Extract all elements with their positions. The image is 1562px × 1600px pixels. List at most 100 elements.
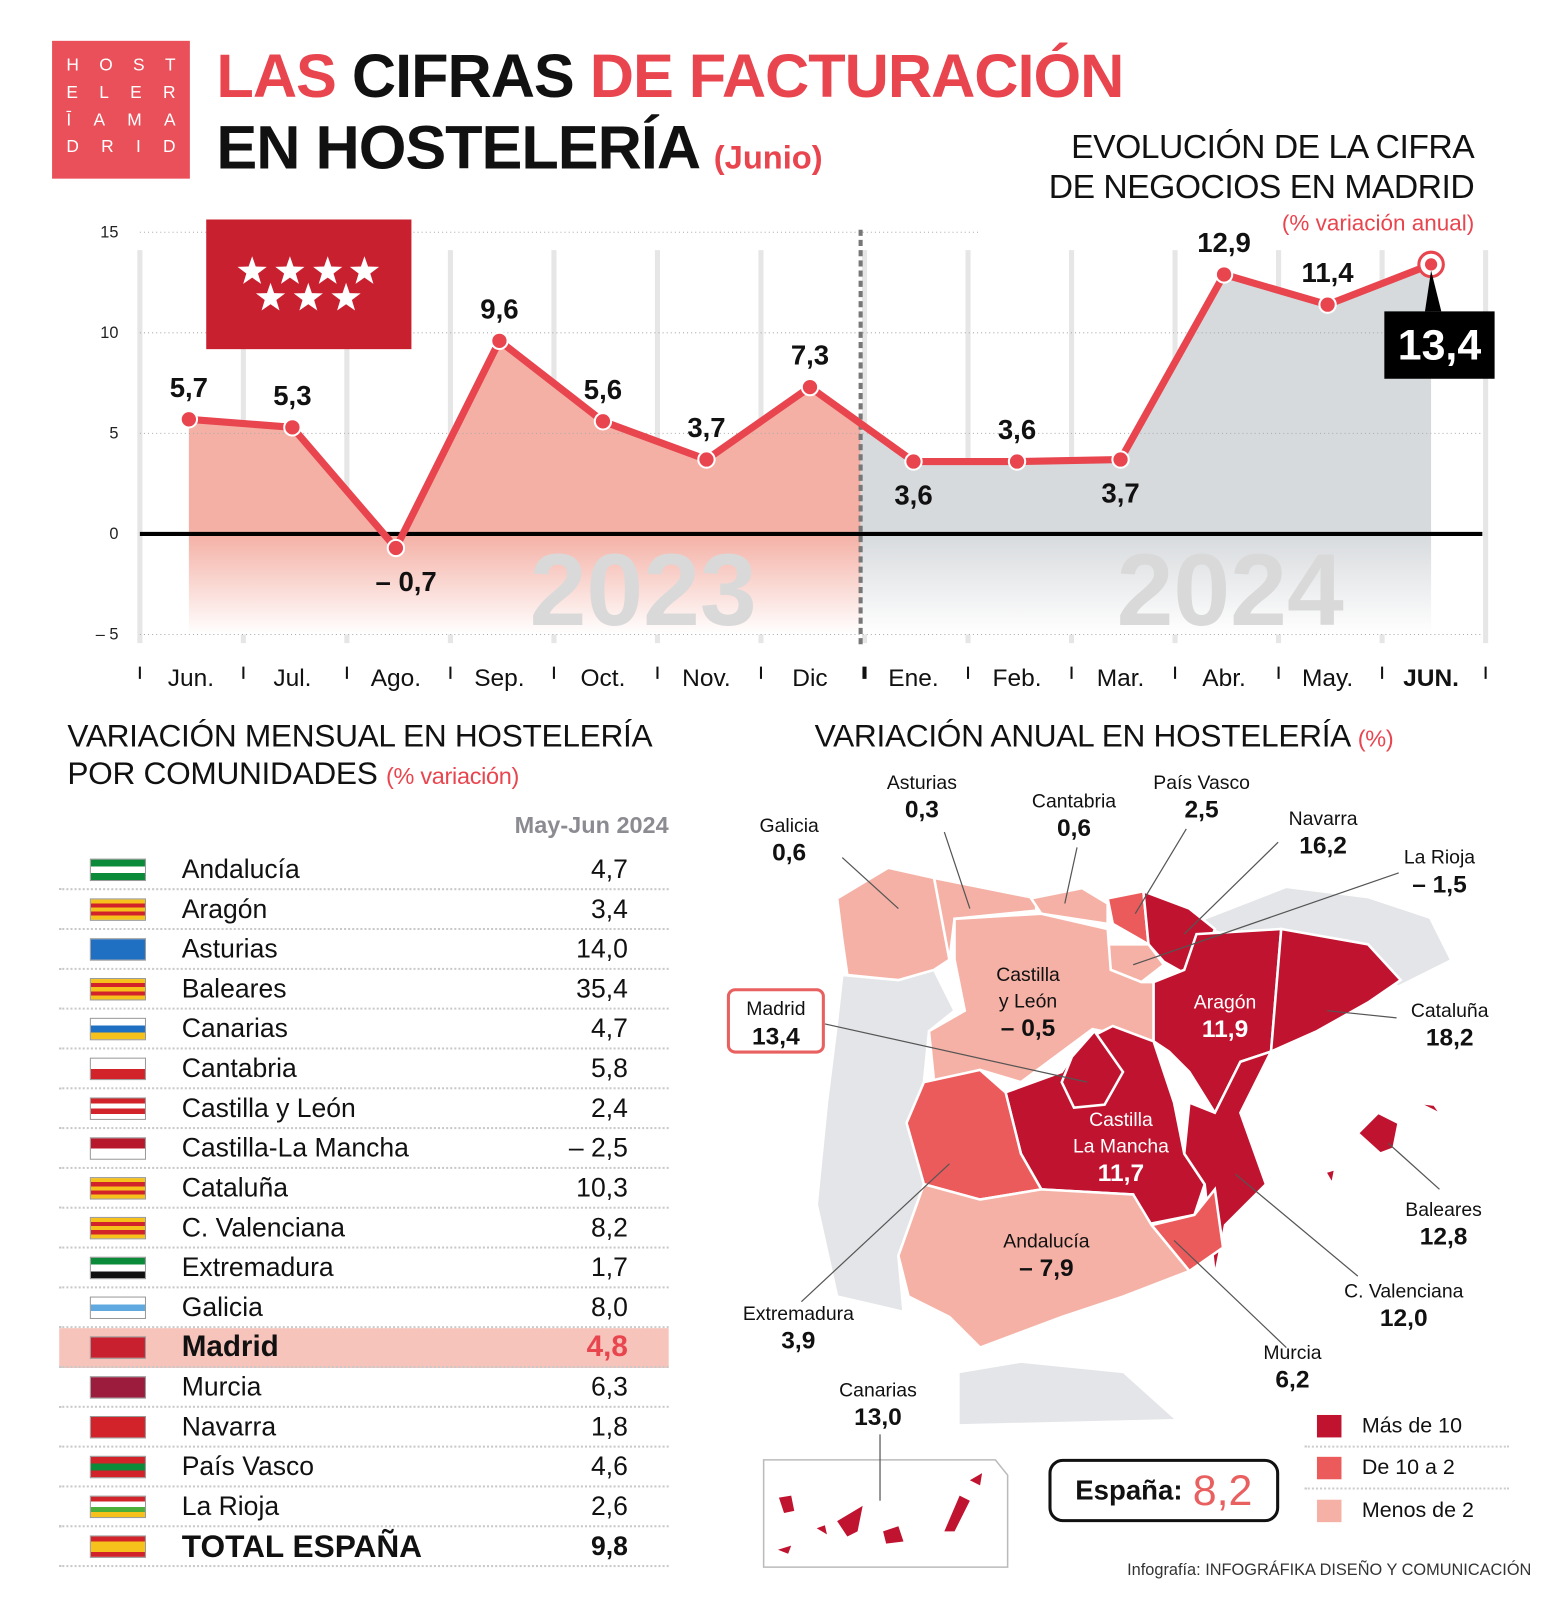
star-icon bbox=[237, 256, 267, 284]
region-value: 0,3 bbox=[904, 796, 939, 824]
flag-icon bbox=[89, 1057, 146, 1080]
logo-letter: O bbox=[99, 55, 113, 75]
region-label: Andalucía – 7,9 bbox=[1003, 1229, 1089, 1282]
region-label: Castilla y León – 0,5 bbox=[996, 963, 1060, 1043]
year-2024: 2024 bbox=[1117, 533, 1344, 647]
flag-icon bbox=[89, 1534, 146, 1558]
region-label: Asturias 0,3 bbox=[887, 771, 957, 824]
community-value: 8,2 bbox=[590, 1211, 628, 1243]
logo-letter: A bbox=[163, 109, 176, 130]
logo-letter: S bbox=[133, 55, 145, 75]
community-value: 3,4 bbox=[590, 893, 628, 924]
flag-icon bbox=[89, 1296, 146, 1319]
logo-letter: D bbox=[66, 137, 79, 157]
region-value: 11,9 bbox=[1201, 1015, 1249, 1044]
title-word: DE FACTURACIÓN bbox=[589, 41, 1125, 111]
chart-title: EVOLUCIÓN DE LA CIFRA DE NEGOCIOS EN MADR… bbox=[1049, 127, 1475, 207]
region-value: 18,2 bbox=[1425, 1023, 1474, 1052]
community-value: 8,0 bbox=[590, 1291, 628, 1323]
x-tick-label: Jun. bbox=[168, 665, 214, 692]
data-label: 5,7 bbox=[170, 372, 208, 403]
data-point bbox=[386, 538, 406, 558]
data-point bbox=[904, 452, 923, 471]
leader-line bbox=[1327, 1010, 1397, 1019]
leader-line bbox=[1134, 828, 1187, 915]
region-label: Murcia 6,2 bbox=[1263, 1340, 1321, 1393]
flag-icon bbox=[89, 1256, 146, 1279]
data-point bbox=[1214, 265, 1234, 284]
data-label: 3,7 bbox=[1101, 477, 1139, 508]
x-tick-label: JUN. bbox=[1403, 665, 1459, 692]
monthly-title-line2: POR COMUNIDADES bbox=[67, 755, 378, 792]
island-lanzarote bbox=[969, 1473, 983, 1486]
region-value: 2,5 bbox=[1184, 796, 1219, 824]
region-label: Galicia 0,6 bbox=[760, 814, 819, 867]
chart-subtitle: (% variación anual) bbox=[1281, 210, 1475, 236]
x-tick-label: Feb. bbox=[993, 665, 1042, 692]
region-madrid bbox=[1060, 1029, 1125, 1110]
community-name: País Vasco bbox=[181, 1450, 315, 1482]
africa-shadow bbox=[959, 1362, 1175, 1425]
logo-letter: M bbox=[127, 109, 142, 130]
spain-value: 8,2 bbox=[1192, 1466, 1253, 1514]
legend-swatch bbox=[1316, 1414, 1342, 1437]
island-mallorca bbox=[1355, 1111, 1401, 1156]
annual-section-title: VARIACIÓN ANUAL EN HOSTELERÍA (%) bbox=[815, 717, 1394, 758]
x-tick-label: Mar. bbox=[1097, 665, 1145, 692]
island-gran-canaria bbox=[883, 1526, 904, 1544]
legend-swatch bbox=[1316, 1456, 1342, 1479]
community-value: 5,8 bbox=[590, 1052, 628, 1084]
community-value: 1,8 bbox=[590, 1410, 628, 1442]
x-tick-label: Nov. bbox=[682, 665, 731, 692]
region-value: 0,6 bbox=[772, 839, 807, 867]
title-word: CIFRAS bbox=[351, 41, 575, 111]
region-name-line2: La Mancha bbox=[1072, 1136, 1169, 1158]
region-label: Castilla La Mancha 11,7 bbox=[1073, 1108, 1169, 1188]
community-name: Madrid bbox=[181, 1330, 279, 1363]
data-point bbox=[1424, 258, 1438, 271]
flag-icon bbox=[89, 1216, 146, 1239]
star-icon bbox=[275, 256, 305, 284]
community-value: 35,4 bbox=[576, 972, 628, 1004]
region-label: Cantabria 0,6 bbox=[1032, 789, 1116, 842]
line-chart: 2023 2024 15 10 5 0 – 5 5,7 5,3 – 0,7 9,6 5,6 3,7 7,3… bbox=[96, 219, 1495, 692]
community-name: Extremadura bbox=[181, 1251, 334, 1283]
region-value: 13,0 bbox=[854, 1403, 902, 1432]
region-value: 3,9 bbox=[781, 1327, 816, 1355]
logo-letter: T bbox=[164, 55, 176, 75]
x-tick-label: Oct. bbox=[580, 665, 625, 692]
region-name: Andalucía bbox=[1003, 1231, 1090, 1253]
region-name: La Rioja bbox=[1403, 847, 1476, 869]
community-value: 9,8 bbox=[590, 1530, 628, 1561]
table-row: Castilla-La Mancha – 2,5 bbox=[59, 1129, 669, 1169]
island-hierro bbox=[777, 1545, 792, 1554]
flag-icon bbox=[89, 1415, 146, 1438]
legend-item: De 10 a 2 bbox=[1304, 1448, 1509, 1490]
credit: Infografía: INFOGRÁFIKA DISEÑO Y COMUNIC… bbox=[1127, 1562, 1531, 1580]
region-label: Extremadura 3,9 bbox=[743, 1302, 854, 1355]
region-name: Galicia bbox=[759, 815, 819, 838]
community-value: 4,6 bbox=[590, 1450, 628, 1482]
x-tick-label: Ago. bbox=[371, 665, 421, 692]
community-value: 4,7 bbox=[590, 853, 628, 885]
leader-line bbox=[824, 1023, 1088, 1083]
region-name: Aragón bbox=[1193, 992, 1257, 1014]
y-tick-label: 0 bbox=[109, 525, 118, 543]
data-point bbox=[179, 410, 199, 429]
x-tick-label: May. bbox=[1302, 665, 1353, 692]
data-label: 7,3 bbox=[791, 340, 829, 371]
logo-letter: E bbox=[66, 82, 78, 102]
legend-item: Menos de 2 bbox=[1305, 1489, 1509, 1531]
region-label: Canarias 13,0 bbox=[839, 1378, 917, 1431]
credit-prefix: Infografía: bbox=[1127, 1561, 1201, 1580]
data-label: 3,6 bbox=[894, 479, 932, 510]
flag-icon bbox=[89, 1455, 146, 1478]
area-2023-fade bbox=[188, 533, 861, 635]
table-row: Cantabria 5,8 bbox=[59, 1049, 669, 1090]
year-2023: 2023 bbox=[530, 533, 757, 647]
data-point bbox=[1111, 450, 1130, 469]
community-name: Cantabria bbox=[181, 1052, 297, 1084]
region-name: Castilla bbox=[1089, 1109, 1153, 1132]
